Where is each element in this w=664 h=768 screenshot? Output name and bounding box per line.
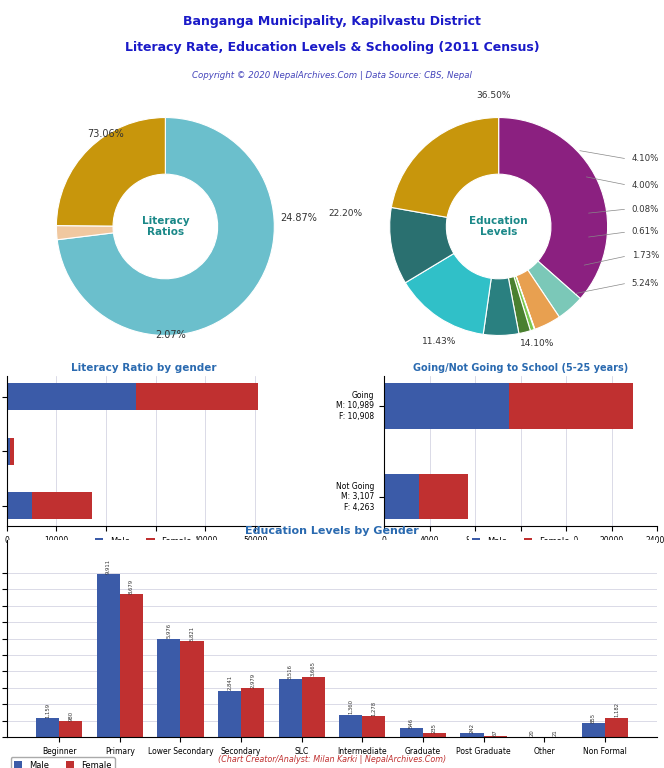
Text: 1,278: 1,278 — [371, 700, 376, 716]
Text: Copyright © 2020 NepalArchives.Com | Data Source: CBS, Nepal: Copyright © 2020 NepalArchives.Com | Dat… — [192, 71, 472, 80]
Text: (Chart Creator/Analyst: Milan Karki | NepalArchives.Com): (Chart Creator/Analyst: Milan Karki | Ne… — [218, 755, 446, 764]
Text: 2,979: 2,979 — [250, 673, 255, 688]
Bar — [7, 383, 135, 410]
Wedge shape — [516, 270, 559, 329]
Text: 0.08%: 0.08% — [631, 204, 659, 214]
Text: 3,516: 3,516 — [288, 664, 293, 679]
Bar — [218, 690, 241, 737]
Bar — [423, 733, 446, 737]
Text: Literacy
Ratios: Literacy Ratios — [141, 216, 189, 237]
Text: Literacy Rate, Education Levels & Schooling (2011 Census): Literacy Rate, Education Levels & School… — [125, 41, 539, 54]
Bar — [509, 383, 633, 429]
Wedge shape — [405, 253, 491, 334]
Bar — [384, 383, 509, 429]
Legend: Male, Female: Male, Female — [11, 757, 115, 768]
Text: 22.20%: 22.20% — [328, 209, 363, 217]
Bar — [339, 715, 363, 737]
Text: 546: 546 — [409, 717, 414, 728]
Text: 1,159: 1,159 — [45, 703, 50, 718]
Wedge shape — [514, 276, 535, 331]
Text: 1,182: 1,182 — [614, 702, 619, 717]
Bar — [7, 492, 32, 519]
Bar — [363, 717, 385, 737]
Text: 8,679: 8,679 — [129, 579, 134, 594]
Text: 9,911: 9,911 — [106, 558, 111, 574]
Bar — [32, 492, 92, 519]
Text: 1,360: 1,360 — [349, 700, 353, 714]
Text: 2.07%: 2.07% — [155, 329, 186, 339]
Wedge shape — [499, 118, 608, 299]
Wedge shape — [391, 118, 499, 217]
Bar — [241, 688, 264, 737]
Text: 4.00%: 4.00% — [631, 180, 659, 190]
Text: 67: 67 — [493, 729, 497, 736]
Text: 5,976: 5,976 — [167, 624, 171, 638]
Bar — [59, 721, 82, 737]
Bar — [279, 680, 301, 737]
Text: Banganga Municipality, Kapilvastu District: Banganga Municipality, Kapilvastu Distri… — [183, 15, 481, 28]
Bar — [181, 641, 203, 737]
Bar — [461, 733, 483, 737]
Text: 14.10%: 14.10% — [520, 339, 554, 349]
Bar — [37, 718, 59, 737]
Text: 5,821: 5,821 — [189, 626, 195, 641]
Bar — [384, 474, 420, 519]
Text: 1.73%: 1.73% — [631, 251, 659, 260]
Legend: Male, Female: Male, Female — [92, 533, 195, 549]
Text: 73.06%: 73.06% — [87, 129, 124, 139]
Text: 855: 855 — [591, 713, 596, 723]
Wedge shape — [483, 278, 519, 336]
Wedge shape — [56, 118, 165, 226]
Text: 24.87%: 24.87% — [280, 213, 317, 223]
Legend: Read & Write (50,486), Read Only (1,432), Primary (18,590), Lower Secondary (11,: Read & Write (50,486), Read Only (1,432)… — [68, 463, 262, 501]
Text: 20: 20 — [530, 730, 535, 737]
Text: 5.24%: 5.24% — [631, 279, 659, 288]
Bar — [420, 474, 468, 519]
Bar — [97, 574, 120, 737]
Text: 11.43%: 11.43% — [422, 337, 456, 346]
Bar — [120, 594, 143, 737]
Text: 0.61%: 0.61% — [631, 227, 659, 237]
Wedge shape — [56, 226, 114, 240]
Text: 3,665: 3,665 — [311, 661, 315, 677]
Legend: Male, Female: Male, Female — [469, 533, 572, 549]
Bar — [157, 639, 181, 737]
Bar — [10, 438, 14, 465]
Wedge shape — [390, 207, 454, 283]
Text: 2,841: 2,841 — [227, 675, 232, 690]
Text: 21: 21 — [553, 730, 558, 737]
Bar — [605, 718, 627, 737]
Text: 242: 242 — [469, 723, 475, 733]
Bar — [582, 723, 605, 737]
Text: 36.50%: 36.50% — [476, 91, 511, 100]
Wedge shape — [57, 118, 274, 336]
Text: 4.10%: 4.10% — [631, 154, 659, 164]
Bar — [301, 677, 325, 737]
Title: Education Levels by Gender: Education Levels by Gender — [245, 526, 419, 536]
Bar — [135, 383, 258, 410]
Bar — [7, 438, 10, 465]
Legend: No Literacy (17,182), Beginner (2,089), Secondary (5,820), SLC (7,181), Post Gra: No Literacy (17,182), Beginner (2,089), … — [413, 472, 584, 501]
Text: 980: 980 — [68, 710, 73, 720]
Text: Education
Levels: Education Levels — [469, 216, 528, 237]
Wedge shape — [509, 276, 531, 333]
Title: Literacy Ratio by gender: Literacy Ratio by gender — [70, 362, 216, 372]
Text: 235: 235 — [432, 723, 437, 733]
Bar — [400, 728, 423, 737]
Wedge shape — [516, 276, 535, 329]
Title: Going/Not Going to School (5-25 years): Going/Not Going to School (5-25 years) — [413, 362, 628, 372]
Wedge shape — [528, 261, 580, 317]
